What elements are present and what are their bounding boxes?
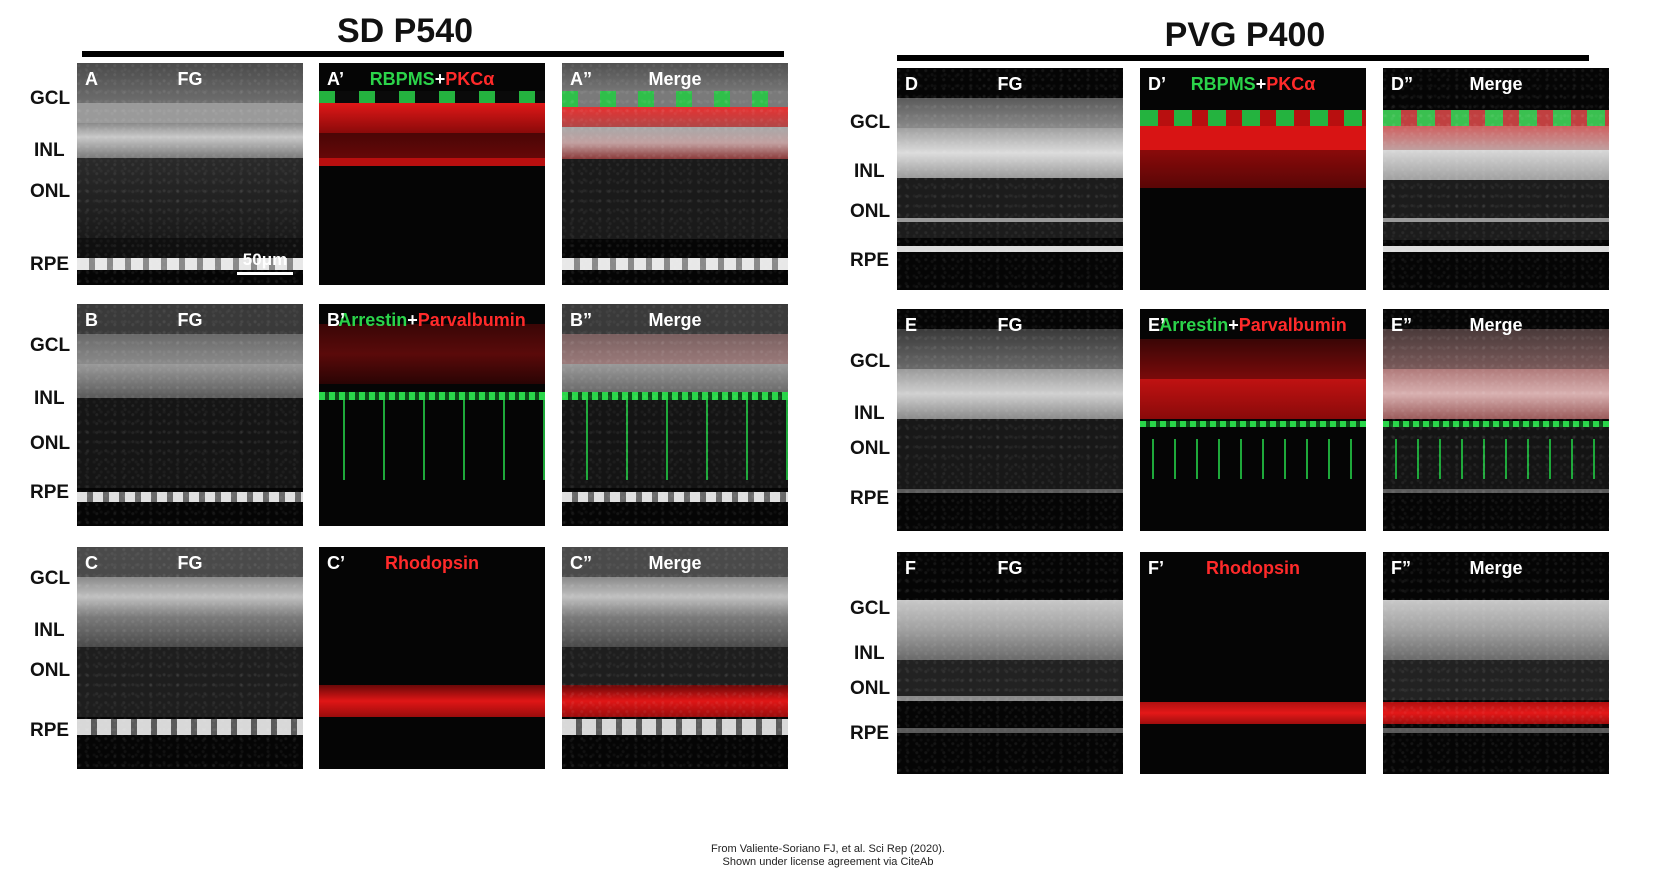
panel-title-markers: Rhodopsin	[385, 553, 479, 573]
panel-title-markers: Arrestin+Parvalbumin	[338, 310, 526, 330]
layer-label-rpe: RPE	[850, 250, 890, 271]
layer-label-gcl: GCL	[850, 351, 891, 372]
layer-label-rpe: RPE	[850, 488, 890, 509]
panel-title-merge: Merge	[648, 69, 702, 89]
citation-line-1: From Valiente-Soriano FJ, et al. Sci Rep…	[711, 843, 945, 855]
panel-letter: A”	[570, 69, 592, 89]
panel-e-markers: Arrestin+Parvalbumin E’	[1140, 309, 1366, 531]
panel-title-markers: RBPMS+PKCα	[369, 69, 495, 89]
panel-letter: F	[905, 558, 916, 578]
panel-letter: A’	[327, 69, 345, 89]
panel-title-merge: Merge	[1469, 558, 1523, 578]
panel-letter: D”	[1391, 74, 1413, 94]
panel-letter: F”	[1391, 558, 1411, 578]
panel-b-merge: B” Merge	[562, 304, 788, 526]
panel-a-fg: A FG 50μm	[77, 63, 303, 285]
panel-letter: C’	[327, 553, 345, 573]
panel-letter: B”	[570, 310, 592, 330]
layer-label-inl: INL	[34, 620, 65, 641]
panel-e-merge: E” Merge	[1383, 309, 1609, 531]
panel-letter: A	[85, 69, 98, 89]
layer-label-rpe: RPE	[30, 482, 70, 503]
layer-label-gcl: GCL	[30, 335, 71, 356]
group-title-right: PVG P400	[1164, 16, 1326, 54]
layer-label-rpe: RPE	[30, 254, 70, 275]
panel-letter: E’	[1148, 315, 1166, 335]
layer-label-onl: ONL	[850, 438, 891, 459]
layer-label-onl: ONL	[30, 433, 71, 454]
panel-letter: B’	[327, 310, 345, 330]
layer-label-onl: ONL	[850, 678, 891, 699]
panel-letter: D	[905, 74, 918, 94]
layer-label-onl: ONL	[850, 201, 891, 222]
panel-title-markers: Arrestin+Parvalbumin	[1159, 315, 1347, 335]
layer-label-gcl: GCL	[850, 598, 891, 619]
panel-f-merge: F” Merge	[1383, 552, 1609, 774]
panel-letter: B	[85, 310, 98, 330]
panel-e-fg: E FG	[897, 309, 1123, 531]
panel-letter: D’	[1148, 74, 1166, 94]
panel-c-merge: C” Merge	[562, 547, 788, 769]
layer-label-inl: INL	[854, 643, 885, 664]
panel-c-markers: Rhodopsin C’	[319, 547, 545, 769]
layer-label-gcl: GCL	[30, 88, 71, 109]
panel-d-fg: D FG	[897, 68, 1123, 290]
panel-letter: E”	[1391, 315, 1413, 335]
panel-title-merge: Merge	[648, 310, 702, 330]
panel-title-fg: FG	[997, 315, 1023, 335]
panel-f-markers: Rhodopsin F’	[1140, 552, 1366, 774]
layer-label-gcl: GCL	[850, 112, 891, 133]
scale-bar: 50μm	[237, 250, 293, 275]
citation: From Valiente-Soriano FJ, et al. Sci Rep…	[0, 843, 1656, 869]
panel-c-fg: C FG	[77, 547, 303, 769]
layer-label-rpe: RPE	[30, 720, 70, 741]
group-title-left: SD P540	[336, 12, 474, 50]
panel-a-markers: RBPMS+PKCα A’	[319, 63, 545, 285]
panel-title-fg: FG	[177, 69, 203, 89]
panel-title-fg: FG	[177, 553, 203, 573]
panel-title-merge: Merge	[648, 553, 702, 573]
layer-label-inl: INL	[34, 140, 65, 161]
group-rule-right	[897, 55, 1589, 61]
panel-title-merge: Merge	[1469, 74, 1523, 94]
layer-label-inl: INL	[34, 388, 65, 409]
layer-label-gcl: GCL	[30, 568, 71, 589]
panel-title-fg: FG	[177, 310, 203, 330]
layer-label-rpe: RPE	[850, 723, 890, 744]
panel-title-markers: Rhodopsin	[1206, 558, 1300, 578]
panel-title-fg: FG	[997, 74, 1023, 94]
panel-d-markers: RBPMS+PKCα D’	[1140, 68, 1366, 290]
panel-d-merge: D” Merge	[1383, 68, 1609, 290]
panel-title-markers: RBPMS+PKCα	[1190, 74, 1316, 94]
layer-label-onl: ONL	[30, 660, 71, 681]
layer-label-inl: INL	[854, 403, 885, 424]
panel-b-fg: B FG	[77, 304, 303, 526]
panel-title-fg: FG	[997, 558, 1023, 578]
panel-a-merge: A” Merge	[562, 63, 788, 285]
panel-letter: C	[85, 553, 98, 573]
layer-label-onl: ONL	[30, 181, 71, 202]
panel-b-markers: Arrestin+Parvalbumin B’	[319, 304, 545, 526]
panel-letter: C”	[570, 553, 592, 573]
panel-title-merge: Merge	[1469, 315, 1523, 335]
panel-f-fg: F FG	[897, 552, 1123, 774]
citation-line-2: Shown under license agreement via CiteAb	[722, 856, 934, 868]
panel-letter: E	[905, 315, 918, 335]
group-rule-left	[82, 51, 784, 57]
layer-label-inl: INL	[854, 161, 885, 182]
panel-letter: F’	[1148, 558, 1164, 578]
